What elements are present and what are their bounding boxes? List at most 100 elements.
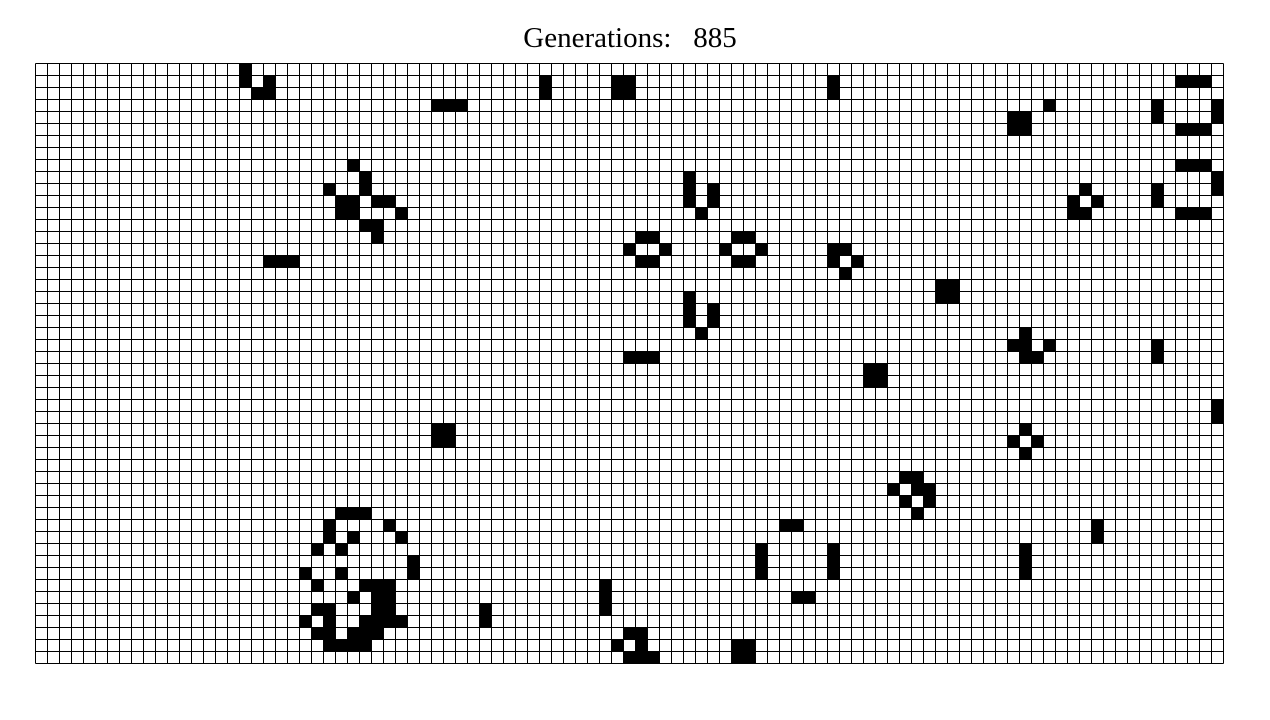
live-cell[interactable] [359, 627, 372, 640]
live-cell[interactable] [1019, 123, 1032, 136]
live-cell[interactable] [395, 531, 408, 544]
live-cell[interactable] [707, 183, 720, 196]
live-cell[interactable] [707, 195, 720, 208]
live-cell[interactable] [383, 615, 396, 628]
live-cell[interactable] [239, 63, 252, 76]
live-cell[interactable] [635, 639, 648, 652]
live-cell[interactable] [359, 507, 372, 520]
live-cell[interactable] [359, 639, 372, 652]
live-cell[interactable] [1007, 111, 1020, 124]
live-cell[interactable] [1151, 339, 1164, 352]
live-cell[interactable] [1175, 159, 1188, 172]
live-cell[interactable] [251, 87, 264, 100]
live-cell[interactable] [1067, 207, 1080, 220]
live-cell[interactable] [431, 99, 444, 112]
live-cell[interactable] [827, 543, 840, 556]
live-cell[interactable] [1151, 195, 1164, 208]
live-cell[interactable] [947, 279, 960, 292]
live-cell[interactable] [695, 207, 708, 220]
live-cell[interactable] [1175, 207, 1188, 220]
live-cell[interactable] [287, 255, 300, 268]
live-cell[interactable] [299, 615, 312, 628]
live-cell[interactable] [647, 651, 660, 664]
live-cell[interactable] [323, 183, 336, 196]
live-cell[interactable] [683, 291, 696, 304]
live-cell[interactable] [1091, 531, 1104, 544]
live-cell[interactable] [755, 543, 768, 556]
live-cell[interactable] [371, 591, 384, 604]
live-cell[interactable] [623, 75, 636, 88]
live-cell[interactable] [323, 519, 336, 532]
live-cell[interactable] [359, 615, 372, 628]
live-cell[interactable] [827, 567, 840, 580]
live-cell[interactable] [1007, 435, 1020, 448]
live-cell[interactable] [599, 591, 612, 604]
live-cell[interactable] [371, 603, 384, 616]
live-cell[interactable] [359, 579, 372, 592]
live-cell[interactable] [455, 99, 468, 112]
live-cell[interactable] [347, 591, 360, 604]
live-cell[interactable] [683, 183, 696, 196]
live-cell[interactable] [863, 375, 876, 388]
live-cell[interactable] [311, 627, 324, 640]
live-cell[interactable] [1175, 123, 1188, 136]
live-cell[interactable] [371, 219, 384, 232]
live-cell[interactable] [1151, 99, 1164, 112]
live-cell[interactable] [755, 567, 768, 580]
live-cell[interactable] [395, 615, 408, 628]
live-cell[interactable] [947, 291, 960, 304]
live-cell[interactable] [335, 507, 348, 520]
live-cell[interactable] [1043, 339, 1056, 352]
live-cell[interactable] [1187, 75, 1200, 88]
live-cell[interactable] [911, 507, 924, 520]
live-cell[interactable] [611, 639, 624, 652]
live-cell[interactable] [611, 75, 624, 88]
live-cell[interactable] [539, 75, 552, 88]
live-cell[interactable] [1187, 159, 1200, 172]
live-cell[interactable] [659, 243, 672, 256]
live-cell[interactable] [935, 279, 948, 292]
live-cell[interactable] [335, 639, 348, 652]
live-cell[interactable] [719, 243, 732, 256]
live-cell[interactable] [623, 627, 636, 640]
live-cell[interactable] [479, 603, 492, 616]
live-cell[interactable] [707, 315, 720, 328]
live-cell[interactable] [347, 207, 360, 220]
live-cell[interactable] [683, 315, 696, 328]
live-cell[interactable] [359, 183, 372, 196]
live-cell[interactable] [383, 603, 396, 616]
live-cell[interactable] [743, 255, 756, 268]
live-cell[interactable] [1079, 207, 1092, 220]
live-cell[interactable] [383, 591, 396, 604]
live-cell[interactable] [263, 75, 276, 88]
live-cell[interactable] [755, 243, 768, 256]
live-cell[interactable] [1211, 99, 1224, 112]
live-cell[interactable] [311, 543, 324, 556]
live-cell[interactable] [623, 651, 636, 664]
live-cell[interactable] [827, 255, 840, 268]
life-grid[interactable] [35, 63, 1224, 664]
live-cell[interactable] [779, 519, 792, 532]
live-cell[interactable] [263, 255, 276, 268]
live-cell[interactable] [599, 579, 612, 592]
live-cell[interactable] [395, 207, 408, 220]
live-cell[interactable] [443, 435, 456, 448]
live-cell[interactable] [935, 291, 948, 304]
live-cell[interactable] [1199, 159, 1212, 172]
live-cell[interactable] [743, 651, 756, 664]
live-cell[interactable] [635, 651, 648, 664]
live-cell[interactable] [911, 471, 924, 484]
live-cell[interactable] [443, 423, 456, 436]
live-cell[interactable] [323, 627, 336, 640]
live-cell[interactable] [635, 351, 648, 364]
live-cell[interactable] [1019, 327, 1032, 340]
live-cell[interactable] [383, 519, 396, 532]
live-cell[interactable] [863, 363, 876, 376]
live-cell[interactable] [407, 555, 420, 568]
live-cell[interactable] [851, 255, 864, 268]
live-cell[interactable] [335, 567, 348, 580]
live-cell[interactable] [371, 195, 384, 208]
live-cell[interactable] [731, 255, 744, 268]
live-cell[interactable] [1019, 567, 1032, 580]
live-cell[interactable] [1019, 447, 1032, 460]
